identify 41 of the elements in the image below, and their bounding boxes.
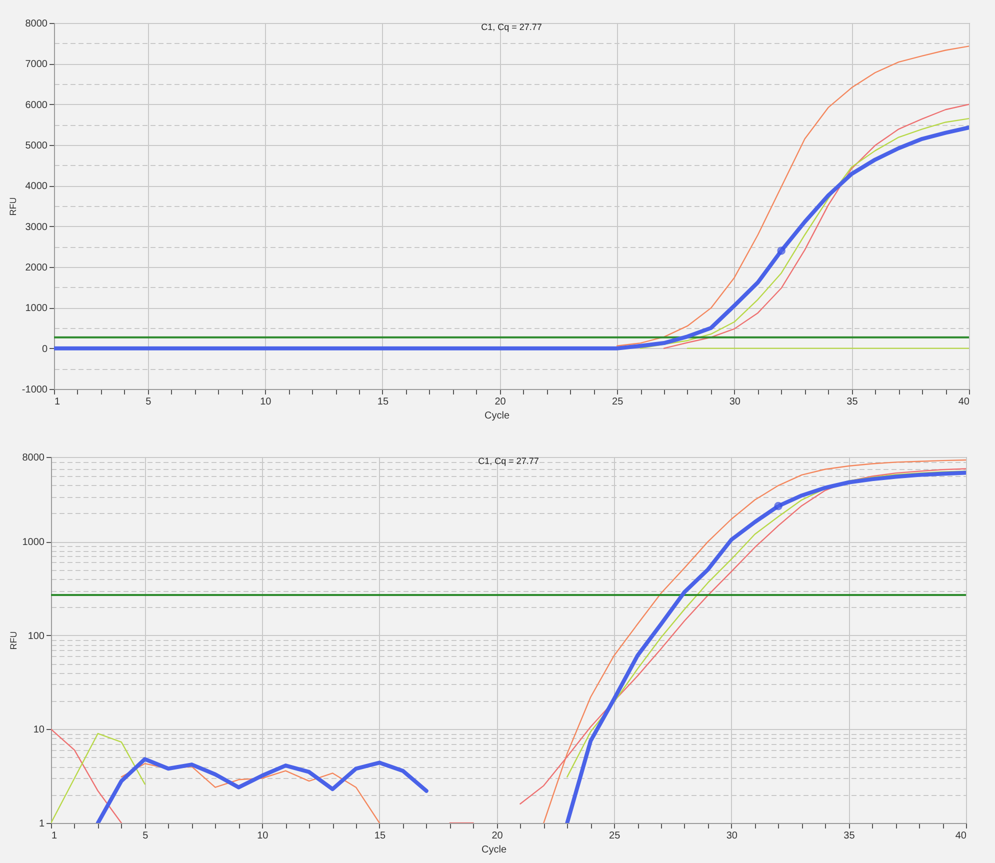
y-axis-title: RFU: [8, 197, 18, 216]
x-tick-label: 1: [54, 396, 60, 408]
x-tick-label: 15: [374, 830, 386, 842]
x-tick-label: 25: [609, 830, 621, 842]
y-tick-label: 7000: [25, 59, 48, 70]
y-tick-label: 10: [33, 724, 45, 736]
y-tick-label: 3000: [25, 222, 48, 233]
x-tick-label: 1: [52, 830, 58, 842]
y-tick-label: 8000: [22, 452, 45, 464]
x-axis-title: Cycle: [482, 844, 507, 856]
x-tick-label: 20: [494, 396, 506, 408]
y-tick-label: 1: [38, 818, 45, 830]
x-tick-label: 30: [729, 396, 741, 408]
y-tick-label: 4000: [25, 181, 48, 192]
x-tick-label: 40: [955, 830, 967, 842]
x-tick-label: 10: [257, 830, 269, 842]
y-tick-label: 8000: [25, 18, 48, 30]
y-tick-label: 1000: [25, 303, 48, 314]
x-axis-title: Cycle: [484, 410, 510, 422]
x-tick-label: 35: [844, 830, 856, 842]
y-tick-label: 5000: [25, 140, 48, 152]
x-tick-label: 5: [146, 396, 152, 408]
chart-title: C1, Cq = 27.77: [481, 22, 542, 32]
x-tick-label: 25: [612, 396, 624, 408]
y-tick-label: 6000: [25, 100, 48, 111]
y-tick-label: 0: [42, 344, 48, 355]
x-tick-label: 40: [958, 396, 970, 408]
y-tick-label: 100: [28, 630, 45, 642]
x-tick-label: 5: [142, 830, 149, 842]
x-tick-label: 30: [726, 830, 738, 842]
chart-title: C1, Cq = 27.77: [478, 456, 539, 466]
line-series: [54, 126, 969, 350]
line-series: [616, 46, 969, 346]
x-tick-label: 20: [492, 830, 504, 842]
x-tick-label: 35: [846, 396, 858, 408]
x-tick-label: 10: [260, 396, 272, 408]
y-tick-label: -1000: [22, 384, 48, 396]
x-tick-label: 15: [377, 396, 389, 408]
y-tick-label: 2000: [25, 262, 48, 274]
y-axis-title: RFU: [8, 631, 18, 650]
y-tick-label: 1000: [22, 537, 45, 548]
